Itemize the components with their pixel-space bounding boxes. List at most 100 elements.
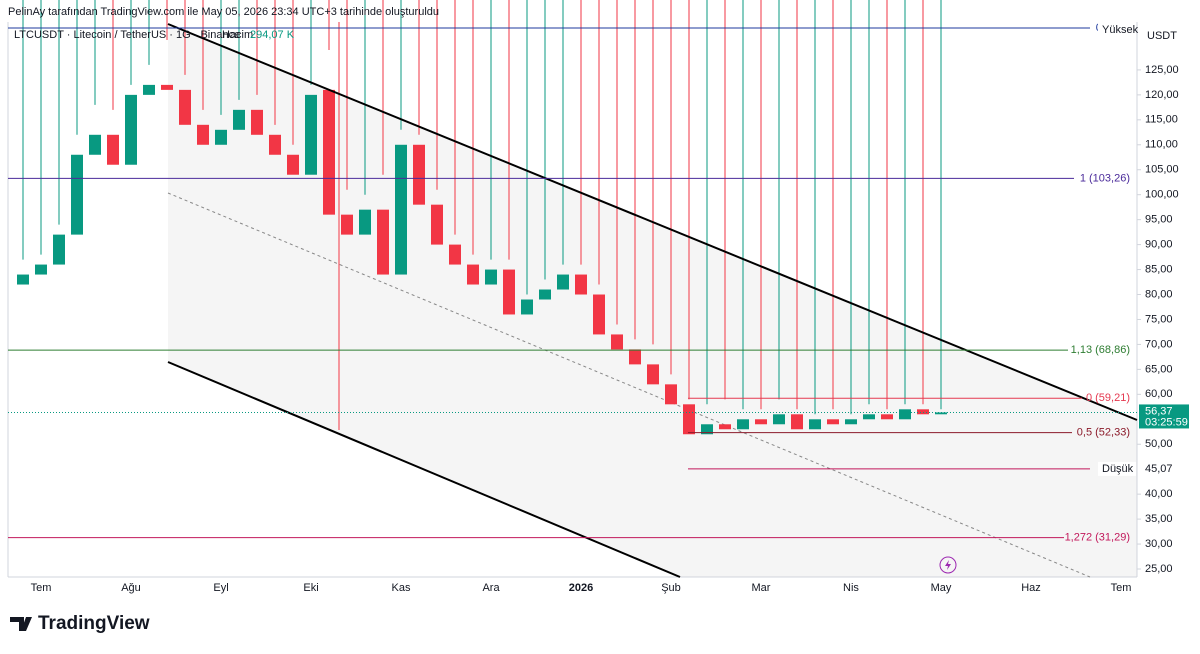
candle-body <box>395 144 407 275</box>
y-tick-label: 30,00 <box>1145 538 1173 550</box>
candle-body <box>413 144 425 205</box>
symbol: LTCUSDT · Litecoin / TetherUS · 1G · Bin… <box>14 29 240 41</box>
candle-body <box>431 204 443 245</box>
x-tick-label: Şub <box>661 582 681 594</box>
candle-body <box>341 214 353 235</box>
y-tick-label: 95,00 <box>1145 214 1173 226</box>
candle-body <box>143 84 155 95</box>
last-price-box <box>1139 404 1189 429</box>
candle-body <box>215 129 227 145</box>
volume-name: Hacim <box>222 29 253 41</box>
y-tick-label: 110,00 <box>1145 139 1178 151</box>
candles <box>17 0 947 435</box>
x-tick-label: Mar <box>752 582 771 594</box>
candle-body <box>629 349 641 365</box>
alert-icon[interactable] <box>939 556 957 574</box>
x-tick-label: Eyl <box>213 582 228 594</box>
candle-body <box>161 84 173 90</box>
candle-body <box>521 299 533 315</box>
candle-body <box>809 419 821 430</box>
x-tick-label: Ağu <box>121 582 141 594</box>
candle-body <box>485 269 497 285</box>
y-tick-label: 80,00 <box>1145 288 1173 300</box>
alert-bolt <box>945 560 951 570</box>
channel-bottom <box>167 361 681 578</box>
fib-label: 0,5 (52,33) <box>1077 427 1130 439</box>
candle-body <box>719 424 731 430</box>
candle-body <box>899 409 911 420</box>
volume: 294,07 K <box>250 29 295 41</box>
candle-body <box>17 274 29 285</box>
candle-body <box>197 124 209 145</box>
y-tick-label: 65,00 <box>1145 363 1173 375</box>
y-tick-label: 35,00 <box>1145 513 1173 525</box>
candle-body <box>557 274 569 290</box>
low-marker-box <box>1098 461 1136 476</box>
candle-body <box>269 134 281 155</box>
low-label: 45,07 <box>1145 463 1173 475</box>
candle-body <box>71 154 83 235</box>
x-tick-label: Haz <box>1021 582 1041 594</box>
high-marker-box <box>1098 23 1136 37</box>
candle-body <box>539 289 551 300</box>
countdown: 03:25:59 <box>1145 416 1188 428</box>
brand: TradingView <box>38 613 150 634</box>
candle-body <box>449 244 461 265</box>
candle-body <box>359 209 371 235</box>
candle-body <box>863 414 875 420</box>
logo: TradingView <box>10 613 150 634</box>
candle-body <box>845 419 857 425</box>
channel-mid <box>167 192 1091 578</box>
x-tick-label: Tem <box>1111 582 1132 594</box>
x-tick-label: Ara <box>482 582 500 594</box>
candle-body <box>791 414 803 430</box>
candle-body <box>683 404 695 435</box>
candle-body <box>107 134 119 165</box>
fib-label: 1 (103,26) <box>1080 172 1130 184</box>
x-tick-label: Kas <box>392 582 411 594</box>
candle-body <box>647 364 659 385</box>
candle-body <box>917 409 929 415</box>
candle-body <box>377 209 389 275</box>
fib-label: 0 (59,21) <box>1086 392 1130 404</box>
y-tick-label: 60,00 <box>1145 388 1173 400</box>
candle-body <box>827 419 839 425</box>
x-tick-label: May <box>931 582 952 594</box>
candle-body <box>35 264 47 275</box>
candle-body <box>179 89 191 125</box>
candle-body <box>89 134 101 155</box>
y-tick-label: 70,00 <box>1145 338 1173 350</box>
x-tick-label: Tem <box>31 582 52 594</box>
candle-body <box>323 89 335 215</box>
candle-body <box>467 264 479 285</box>
y-tick-label: 100,00 <box>1145 189 1179 201</box>
channel-top <box>167 23 1138 421</box>
candle-body <box>287 154 299 175</box>
candle-body <box>53 234 65 265</box>
candle-body <box>305 94 317 175</box>
fib-label: 1,13 (68,86) <box>1071 344 1130 356</box>
x-tick-label: Eki <box>303 582 318 594</box>
y-tick-label: 115,00 <box>1145 114 1178 126</box>
last-price-label: 56,37 <box>1145 405 1173 417</box>
candle-body <box>575 274 587 295</box>
candle-body <box>665 384 677 405</box>
candle-body <box>503 269 515 315</box>
candle-body <box>881 414 893 420</box>
candle-body <box>125 94 137 165</box>
y-tick-label: 120,00 <box>1145 89 1179 101</box>
candle-body <box>935 412 947 415</box>
x-tick-label: 2026 <box>569 582 593 594</box>
candle-body <box>611 334 623 350</box>
y-tick-label: 75,00 <box>1145 313 1173 325</box>
y-tick-label: 40,00 <box>1145 488 1173 500</box>
y-tick-label: 50,00 <box>1145 438 1173 450</box>
candle-body <box>755 419 767 425</box>
candle-body <box>251 109 263 135</box>
candle-body <box>737 419 749 430</box>
currency: USDT <box>1147 30 1177 42</box>
candle-body <box>701 424 713 435</box>
y-tick-label: 85,00 <box>1145 263 1173 275</box>
